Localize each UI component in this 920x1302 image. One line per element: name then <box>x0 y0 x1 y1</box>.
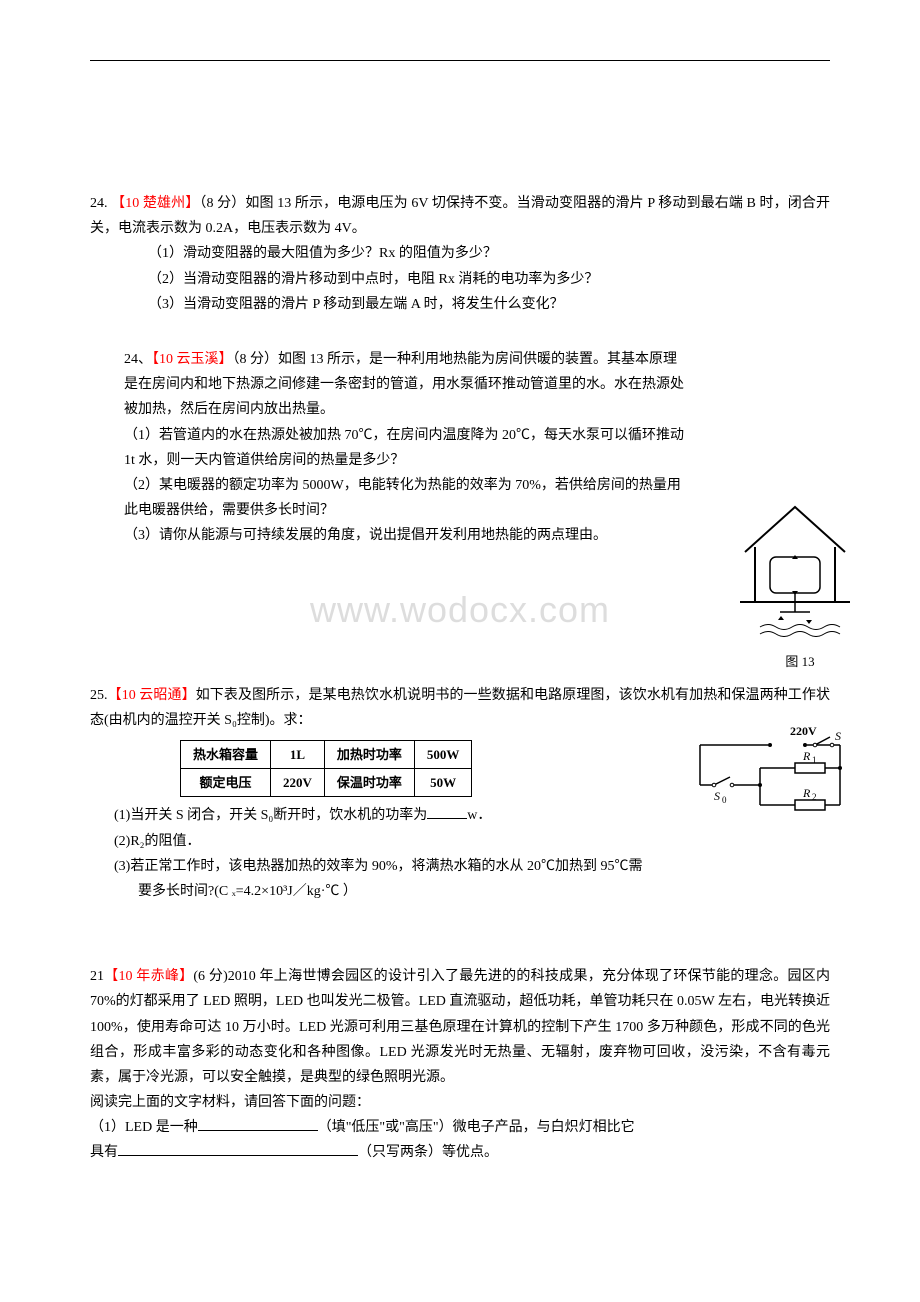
table-cell: 50W <box>414 769 472 797</box>
q21-sub1-c: 具有 <box>90 1145 118 1160</box>
table-cell: 加热时功率 <box>324 740 414 768</box>
q25-sub1-post: w． <box>467 808 491 823</box>
q25-tag: 【10 云昭通】 <box>108 688 196 703</box>
q24b-sub2: （2）某电暖器的额定功率为 5000W，电能转化为热能的效率为 70%，若供给房… <box>124 473 690 523</box>
svg-text:R: R <box>802 749 811 763</box>
q25-sub2: (2)R₂的阻值． <box>90 829 830 854</box>
table-row: 额定电压 220V 保温时功率 50W <box>181 769 472 797</box>
q21-sub1-a: （1）LED 是一种 <box>90 1120 198 1135</box>
q24a-intro: 24. 【10 楚雄州】（8 分）如图 13 所示，电源电压为 6V 切保持不变… <box>90 191 830 241</box>
q21-para-text: 2010 年上海世博会园区的设计引入了最先进的的科技成果，充分体现了环保节能的理… <box>90 969 830 1085</box>
table-cell: 额定电压 <box>181 769 271 797</box>
q21-tag: 【10 年赤峰】 <box>104 969 193 984</box>
svg-text:R: R <box>802 786 811 800</box>
svg-text:0: 0 <box>722 795 727 805</box>
q24a-points: （8 分） <box>199 196 245 211</box>
table-cell: 220V <box>271 769 325 797</box>
table-cell: 500W <box>414 740 472 768</box>
q24a-number: 24. <box>90 196 108 211</box>
q24a-sub1: （1）滑动变阻器的最大阻值为多少？Rx 的阻值为多少？ <box>90 241 830 266</box>
header-rule <box>90 60 830 61</box>
q24b-tag: 【10 云玉溪】 <box>152 352 233 367</box>
q21-number: 21 <box>90 969 104 984</box>
q24a-sub3: （3）当滑动变阻器的滑片 P 移动到最左端 A 时，将发生什么变化？ <box>90 292 830 317</box>
q24b-points: （8 分） <box>233 352 279 367</box>
q25-sub3a: (3)若正常工作时，该电热器加热的效率为 90%，将满热水箱的水从 20℃加热到… <box>90 854 830 879</box>
q21-read-prompt: 阅读完上面的文字材料，请回答下面的问题： <box>90 1090 830 1115</box>
blank-input[interactable] <box>118 1155 358 1156</box>
q24b-sub3: （3）请你从能源与可持续发展的角度，说出提倡开发利用地热能的两点理由。 <box>124 523 690 548</box>
q21-sub1-line2: 具有 （只写两条）等优点。 <box>90 1140 830 1165</box>
house-figure: 图 13 <box>740 497 860 674</box>
table-cell: 1L <box>271 740 325 768</box>
question-24a: 24. 【10 楚雄州】（8 分）如图 13 所示，电源电压为 6V 切保持不变… <box>90 191 830 317</box>
question-24b: 24、【10 云玉溪】（8 分）如图 13 所示，是一种利用地热能为房间供暖的装… <box>90 347 830 549</box>
circuit-voltage-label: 220V <box>790 725 817 738</box>
q25-sub3b: 要多长时间?(C ₓ=4.2×10³J／kg·℃ ） <box>90 879 830 904</box>
blank-input[interactable] <box>427 818 467 819</box>
svg-text:2: 2 <box>812 792 817 802</box>
q24b-sub1: （1）若管道内的水在热源处被加热 70℃，在房间内温度降为 20℃，每天水泵可以… <box>124 423 690 473</box>
q25-number: 25. <box>90 688 108 703</box>
table-cell: 热水箱容量 <box>181 740 271 768</box>
question-21: 21【10 年赤峰】(6 分)2010 年上海世博会园区的设计引入了最先进的的科… <box>90 964 830 1166</box>
q25-intro-text: 如下表及图所示，是某电热饮水机说明书的一些数据和电路原理图，该饮水机有加热和保温… <box>90 688 830 728</box>
q24b-number: 24、 <box>124 352 152 367</box>
q21-points: (6 分) <box>193 969 227 984</box>
q21-sub1-d: （只写两条）等优点。 <box>358 1145 498 1160</box>
watermark: www.wodocx.com <box>90 578 830 643</box>
q25-sub1-pre: (1)当开关 S 闭合，开关 S₀断开时，饮水机的功率为 <box>114 808 427 823</box>
q21-sub1-b: （填"低压"或"高压"）微电子产品，与白炽灯相比它 <box>318 1120 635 1135</box>
table-cell: 保温时功率 <box>324 769 414 797</box>
table-row: 热水箱容量 1L 加热时功率 500W <box>181 740 472 768</box>
circuit-icon: 220V S R1 S0 R2 <box>690 725 850 820</box>
q21-para: 21【10 年赤峰】(6 分)2010 年上海世博会园区的设计引入了最先进的的科… <box>90 964 830 1090</box>
house-icon <box>740 497 850 637</box>
q24a-tag: 【10 楚雄州】 <box>111 196 199 211</box>
q21-sub1-line1: （1）LED 是一种 （填"低压"或"高压"）微电子产品，与白炽灯相比它 <box>90 1115 830 1140</box>
svg-text:1: 1 <box>812 755 817 765</box>
spec-table: 热水箱容量 1L 加热时功率 500W 额定电压 220V 保温时功率 50W <box>180 740 472 798</box>
svg-text:S: S <box>714 789 720 803</box>
circuit-figure: 220V S R1 S0 R2 <box>690 725 850 829</box>
house-caption: 图 13 <box>740 650 860 673</box>
blank-input[interactable] <box>198 1130 318 1131</box>
question-25: 25.【10 云昭通】如下表及图所示，是某电热饮水机说明书的一些数据和电路原理图… <box>90 683 830 904</box>
q24b-intro: 24、【10 云玉溪】（8 分）如图 13 所示，是一种利用地热能为房间供暖的装… <box>124 347 690 423</box>
svg-text:S: S <box>835 729 841 743</box>
q24b-body: 24、【10 云玉溪】（8 分）如图 13 所示，是一种利用地热能为房间供暖的装… <box>90 347 690 549</box>
q24a-sub2: （2）当滑动变阻器的滑片移动到中点时，电阻 Rx 消耗的电功率为多少？ <box>90 267 830 292</box>
